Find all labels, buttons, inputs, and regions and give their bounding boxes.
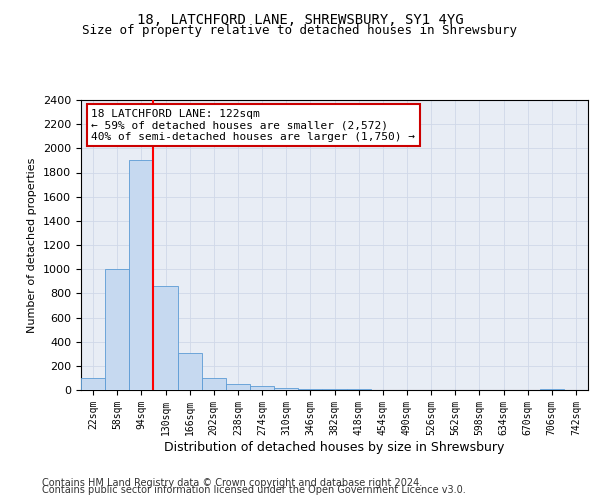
Text: Contains HM Land Registry data © Crown copyright and database right 2024.: Contains HM Land Registry data © Crown c… bbox=[42, 478, 422, 488]
Bar bbox=[274, 388, 298, 390]
Bar bbox=[81, 378, 105, 390]
Bar bbox=[178, 352, 202, 390]
Bar bbox=[322, 389, 347, 390]
Bar bbox=[129, 160, 154, 390]
Bar bbox=[226, 384, 250, 390]
Bar bbox=[250, 386, 274, 390]
Text: Contains public sector information licensed under the Open Government Licence v3: Contains public sector information licen… bbox=[42, 485, 466, 495]
Bar bbox=[154, 286, 178, 390]
Bar bbox=[298, 389, 322, 390]
Bar bbox=[202, 378, 226, 390]
Text: Size of property relative to detached houses in Shrewsbury: Size of property relative to detached ho… bbox=[83, 24, 517, 37]
Y-axis label: Number of detached properties: Number of detached properties bbox=[28, 158, 37, 332]
Text: 18 LATCHFORD LANE: 122sqm
← 59% of detached houses are smaller (2,572)
40% of se: 18 LATCHFORD LANE: 122sqm ← 59% of detac… bbox=[91, 108, 415, 142]
Text: 18, LATCHFORD LANE, SHREWSBURY, SY1 4YG: 18, LATCHFORD LANE, SHREWSBURY, SY1 4YG bbox=[137, 12, 463, 26]
Bar bbox=[540, 389, 564, 390]
Bar bbox=[105, 269, 129, 390]
X-axis label: Distribution of detached houses by size in Shrewsbury: Distribution of detached houses by size … bbox=[164, 440, 505, 454]
